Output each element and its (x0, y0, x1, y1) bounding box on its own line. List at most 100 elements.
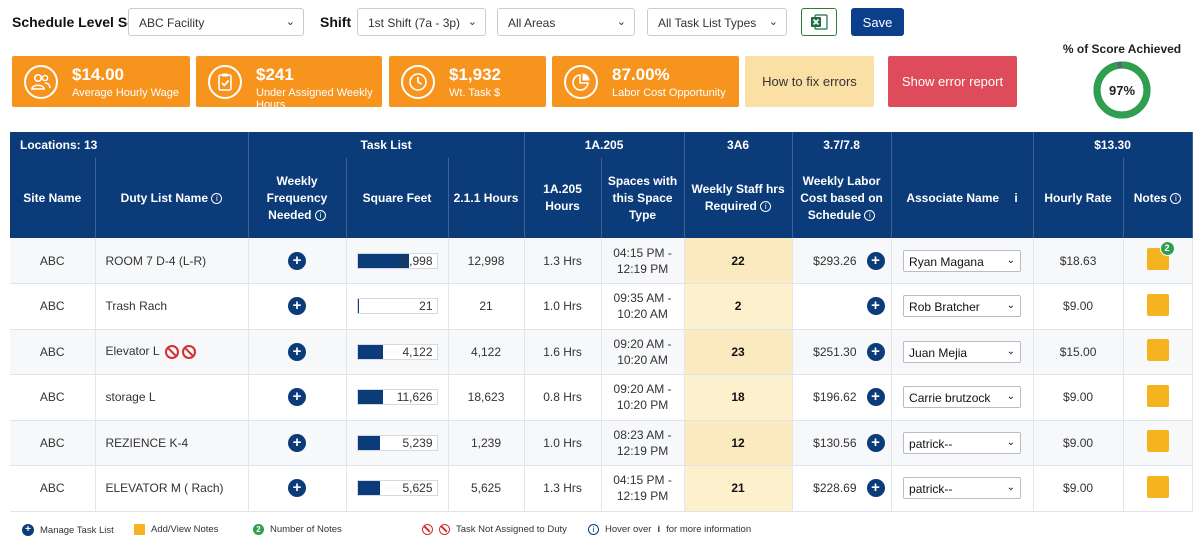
note-icon[interactable] (1146, 384, 1169, 407)
info-icon[interactable]: i (864, 209, 876, 221)
shift-value: 1st Shift (7a - 3p) (368, 16, 461, 30)
info-icon[interactable]: i (1170, 192, 1182, 204)
sqft-bar: 4,122 (356, 343, 438, 360)
spaces-cell: 09:20 AM -10:20 AM (601, 329, 685, 375)
excel-icon (811, 14, 828, 30)
info-icon[interactable]: i (760, 201, 772, 213)
metric-value: $241 (256, 65, 294, 84)
sqft-bar: 5,239 (356, 434, 438, 451)
add-cost-button[interactable]: + (866, 297, 885, 316)
hourly-rate-cell: $9.00 (1033, 374, 1124, 420)
info-icon[interactable]: i (1014, 190, 1018, 205)
staff-hours-cell: 18 (684, 374, 793, 420)
save-button[interactable]: Save (851, 8, 904, 36)
hours-211-cell: 5,625 (448, 465, 525, 511)
metric-card-labor-cost: 87.00% Labor Cost Opportunity (552, 56, 739, 107)
associate-select[interactable]: patrick-- ⌄ (903, 431, 1022, 454)
associate-select[interactable]: Ryan Magana ⌄ (903, 249, 1022, 272)
facility-select[interactable]: ABC Facility ⌄ (128, 8, 304, 36)
frequency-cell: + (248, 329, 347, 375)
duty-cell: ELEVATOR M ( Rach) (95, 465, 249, 511)
sqft-cell: 5,239 (346, 420, 449, 466)
note-icon[interactable]: 2 (1146, 241, 1175, 270)
task-list-type-select[interactable]: All Task List Types ⌄ (647, 8, 787, 36)
labor-cost-cell: $228.69 + (792, 465, 892, 511)
associate-cell: Rob Bratcher ⌄ (891, 283, 1034, 329)
sqft-fill (357, 435, 380, 450)
frequency-cell: + (248, 283, 347, 329)
col-labor-cost: Weekly Labor Cost based on Schedule i (792, 158, 892, 238)
add-task-button[interactable]: + (288, 433, 307, 452)
no-entry-icon (422, 524, 433, 535)
col-1a205-hours: 1A.205 Hours (524, 158, 602, 238)
add-cost-button[interactable]: + (866, 342, 885, 361)
no-entry-icon (182, 345, 197, 360)
info-icon[interactable]: i (314, 209, 326, 221)
staff-hours-cell: 23 (684, 329, 793, 375)
sqft-cell: 5,625 (346, 465, 449, 511)
notes-cell (1123, 283, 1193, 329)
associate-cell: Carrie brutzock ⌄ (891, 374, 1034, 420)
pie-chart-icon (564, 65, 598, 99)
col-staff-hours: Weekly Staff hrs Required i (684, 158, 793, 238)
no-entry-icon (165, 345, 180, 360)
col-hourly-rate: Hourly Rate (1033, 158, 1124, 238)
metric-card-under-assigned: $241 Under Assigned Weekly Hours (196, 56, 382, 111)
note-icon[interactable] (1146, 430, 1169, 453)
chevron-down-icon: ⌄ (467, 16, 477, 28)
sqft-fill (357, 481, 380, 496)
chevron-down-icon: ⌄ (768, 16, 778, 28)
chevron-down-icon: ⌄ (1006, 391, 1016, 403)
add-task-button[interactable]: + (288, 388, 307, 407)
how-to-fix-errors-button[interactable]: How to fix errors (745, 56, 874, 107)
legend-hover: i Hover over i for more information (588, 524, 751, 535)
associate-select[interactable]: Carrie brutzock ⌄ (903, 386, 1022, 409)
note-count-badge: 2 (1159, 241, 1175, 256)
spaces-cell: 04:15 PM -12:19 PM (601, 465, 685, 511)
associate-select[interactable]: Juan Mejia ⌄ (903, 340, 1022, 363)
associate-cell: Juan Mejia ⌄ (891, 329, 1034, 375)
info-icon[interactable]: i (211, 192, 223, 204)
excel-export-button[interactable] (801, 8, 837, 36)
add-cost-button[interactable]: + (866, 388, 885, 407)
areas-select[interactable]: All Areas ⌄ (497, 8, 635, 36)
duty-cell: REZIENCE K-4 (95, 420, 249, 466)
col-notes: Notes i (1123, 158, 1193, 238)
add-cost-button[interactable]: + (866, 251, 885, 270)
associate-select[interactable]: patrick-- ⌄ (903, 477, 1022, 500)
sqft-cell: 21 (346, 283, 449, 329)
col-weekly-frequency: Weekly Frequency Needed i (248, 158, 347, 238)
legend-notes: Add/View Notes (134, 524, 218, 535)
score-arc (1093, 61, 1151, 119)
sqft-fill (357, 253, 409, 268)
schedule-level-label: Schedule Level Set (12, 14, 140, 30)
duty-cell: storage L (95, 374, 249, 420)
note-icon[interactable] (1146, 475, 1169, 498)
table-row: ABC Elevator L +4,122 4,122 1.6 Hrs 09:20 AM… (10, 329, 1193, 375)
hours-1a205-cell: 0.8 Hrs (524, 374, 602, 420)
notes-cell (1123, 374, 1193, 420)
score-title: % of Score Achieved (1062, 42, 1182, 56)
spaces-cell: 04:15 PM -12:19 PM (601, 238, 685, 284)
facility-value: ABC Facility (139, 16, 205, 30)
sqft-cell: 4,122 (346, 329, 449, 375)
notes-cell (1123, 465, 1193, 511)
add-task-button[interactable]: + (288, 297, 307, 316)
staff-hours-cell: 12 (684, 420, 793, 466)
site-cell: ABC (10, 465, 96, 511)
show-error-report-button[interactable]: Show error report (888, 56, 1017, 107)
shift-select[interactable]: 1st Shift (7a - 3p) ⌄ (357, 8, 486, 36)
add-cost-button[interactable]: + (866, 433, 885, 452)
note-icon[interactable] (1146, 339, 1169, 362)
add-task-button[interactable]: + (288, 342, 307, 361)
note-icon[interactable] (1146, 293, 1169, 316)
task-schedule-table: Locations: 13 Task List 1A.205 3A6 3.7/7… (10, 132, 1193, 512)
col-square-feet: Square Feet (346, 158, 449, 238)
add-task-button[interactable]: + (288, 479, 307, 498)
associate-select[interactable]: Rob Bratcher ⌄ (903, 295, 1022, 318)
add-task-button[interactable]: + (288, 251, 307, 270)
hours-1a205-cell: 1.3 Hrs (524, 465, 602, 511)
score-value: 97% (1108, 82, 1136, 98)
add-cost-button[interactable]: + (866, 479, 885, 498)
chevron-down-icon: ⌄ (1006, 345, 1016, 357)
